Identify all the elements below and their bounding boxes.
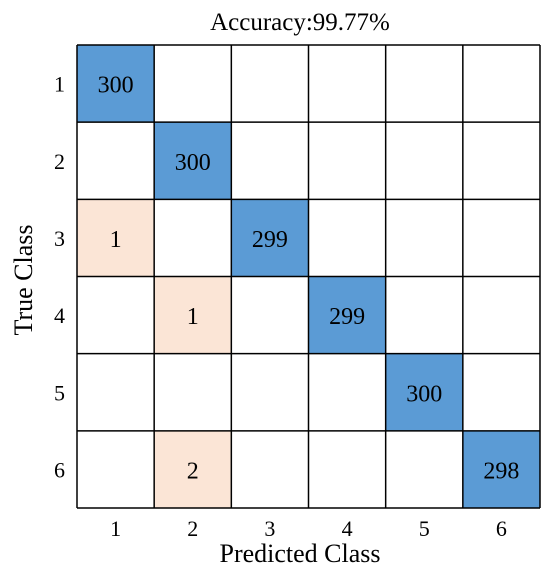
cell-r5-c1 [77,353,155,431]
cell-r6-c1 [77,430,155,508]
cell-r2-c6 [462,122,540,200]
cell-r1-c2 [154,45,232,123]
cell-r3-c3 [231,199,309,277]
cell-r5-c6 [462,353,540,431]
y-axis-ticks: 1 2 3 4 5 6 [54,72,65,483]
y-tick-label: 6 [54,457,65,482]
cell-value-r4-c4: 299 [329,304,365,330]
y-tick-label: 1 [54,72,65,97]
x-tick-label: 3 [264,516,275,541]
cell-r1-c5 [385,45,463,123]
cell-r5-c4 [308,353,386,431]
cell-value-r6-c6: 298 [483,458,519,484]
cell-r1-c3 [231,45,309,123]
y-axis-label: True Class [9,224,38,335]
x-tick-label: 1 [110,516,121,541]
matrix-cells: 300 300 1 299 1 299 300 2 298 [77,45,540,508]
cell-r4-c3 [231,276,309,354]
x-tick-label: 2 [187,516,198,541]
y-tick-label: 4 [54,303,65,328]
y-tick-label: 5 [54,380,65,405]
cell-r3-c6 [462,199,540,277]
cell-r6-c2 [154,430,232,508]
cell-r2-c3 [231,122,309,200]
cell-r4-c5 [385,276,463,354]
x-tick-label: 4 [342,516,353,541]
x-tick-label: 5 [419,516,430,541]
cell-value-r3-c3: 299 [252,227,288,253]
x-axis-ticks: 1 2 3 4 5 6 [110,516,507,541]
cell-r3-c2 [154,199,232,277]
x-axis-label: Predicted Class [219,539,380,568]
cell-r3-c4 [308,199,386,277]
cell-value-r1-c1: 300 [98,73,134,99]
cell-value-r5-c5: 300 [406,381,442,407]
cell-r3-c1 [77,199,155,277]
cell-r5-c5 [385,353,463,431]
cell-value-r4-c2: 1 [187,304,199,330]
cell-r6-c3 [231,430,309,508]
cell-r4-c4 [308,276,386,354]
y-tick-label: 3 [54,226,65,251]
cell-r6-c5 [385,430,463,508]
cell-r2-c1 [77,122,155,200]
chart-title: Accuracy:99.77% [210,9,390,36]
y-tick-label: 2 [54,149,65,174]
x-tick-label: 6 [496,516,507,541]
cell-r4-c1 [77,276,155,354]
matrix-grid [76,44,541,509]
cell-r5-c2 [154,353,232,431]
cell-value-r3-c1: 1 [110,227,122,253]
cell-value-r2-c2: 300 [175,150,211,176]
cell-value-r6-c2: 2 [187,458,199,484]
cell-r6-c6 [462,430,540,508]
cell-r1-c6 [462,45,540,123]
cell-r1-c4 [308,45,386,123]
cell-r2-c4 [308,122,386,200]
cell-r4-c2 [154,276,232,354]
cell-r2-c2 [154,122,232,200]
cell-r4-c6 [462,276,540,354]
cell-r3-c5 [385,199,463,277]
cell-r5-c3 [231,353,309,431]
cell-r6-c4 [308,430,386,508]
cell-r1-c1 [77,45,155,123]
cell-r2-c5 [385,122,463,200]
